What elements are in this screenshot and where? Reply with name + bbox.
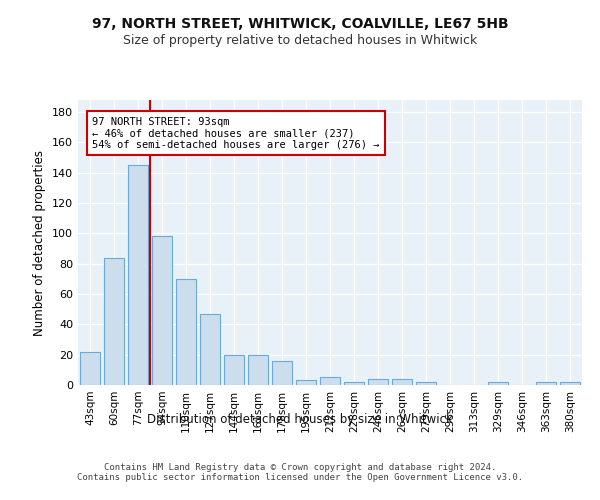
Text: Distribution of detached houses by size in Whitwick: Distribution of detached houses by size … (147, 412, 453, 426)
Bar (368, 379, 388, 385)
Bar (104, 258, 124, 385)
Bar (176, 279, 196, 385)
Text: Contains HM Land Registry data © Crown copyright and database right 2024.
Contai: Contains HM Land Registry data © Crown c… (77, 462, 523, 482)
Bar (488, 382, 508, 385)
Bar (128, 165, 148, 385)
Bar (320, 378, 340, 385)
Bar (80, 352, 100, 385)
Bar (392, 379, 412, 385)
Bar (344, 382, 364, 385)
Bar (152, 236, 172, 385)
Text: 97, NORTH STREET, WHITWICK, COALVILLE, LE67 5HB: 97, NORTH STREET, WHITWICK, COALVILLE, L… (92, 18, 508, 32)
Bar (416, 382, 436, 385)
Text: Size of property relative to detached houses in Whitwick: Size of property relative to detached ho… (123, 34, 477, 47)
Bar (224, 354, 244, 385)
Text: 97 NORTH STREET: 93sqm
← 46% of detached houses are smaller (237)
54% of semi-de: 97 NORTH STREET: 93sqm ← 46% of detached… (92, 116, 380, 150)
Bar (200, 314, 220, 385)
Bar (248, 354, 268, 385)
Bar (536, 382, 556, 385)
Bar (296, 380, 316, 385)
Y-axis label: Number of detached properties: Number of detached properties (34, 150, 46, 336)
Bar (560, 382, 580, 385)
Bar (272, 360, 292, 385)
